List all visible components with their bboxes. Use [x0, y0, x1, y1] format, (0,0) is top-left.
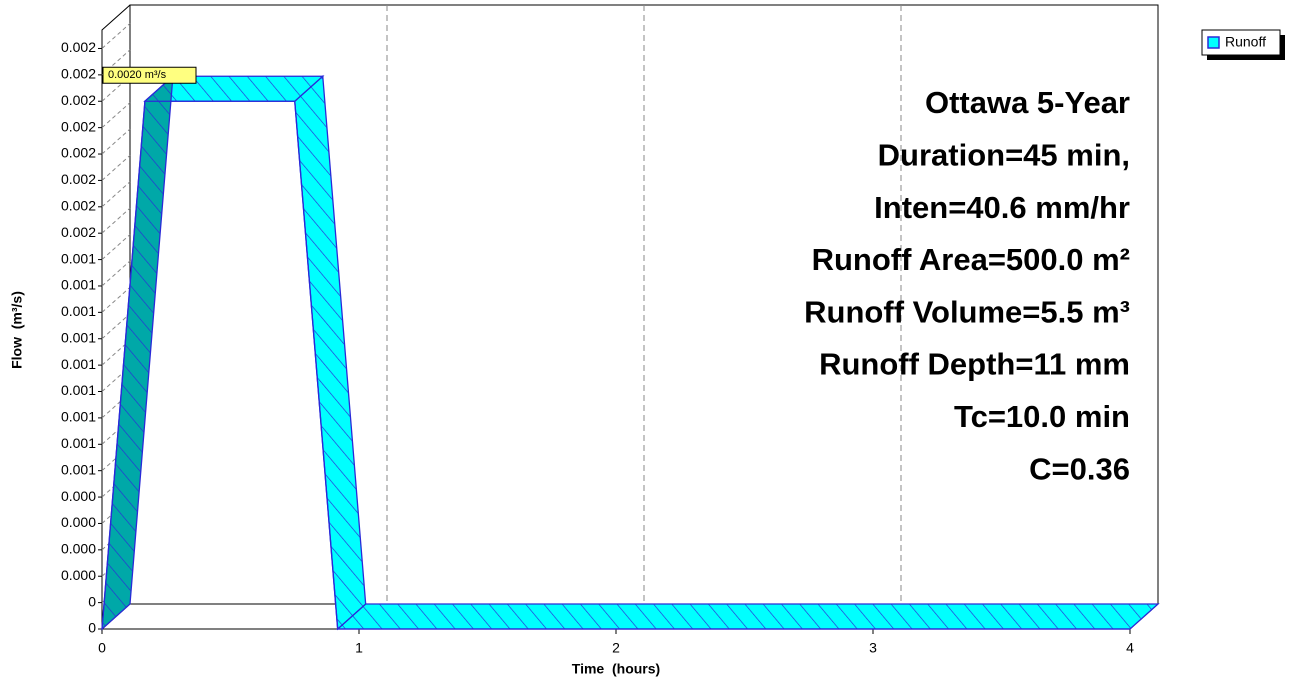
grid-line: [101, 234, 131, 260]
y-tick-label: 0.002: [61, 198, 96, 214]
left-wall: [101, 4, 131, 629]
y-tick-label: 0.002: [61, 118, 96, 134]
series-line: [101, 100, 1130, 630]
ribbon-hatch: [102, 76, 173, 629]
grid-line: [101, 207, 131, 234]
peak-label: 0.0020 m³/s: [102, 66, 197, 84]
y-tick-label: 0.000: [61, 514, 96, 530]
y-tick-label: 0.001: [61, 461, 96, 477]
grid-line: [101, 286, 131, 313]
x-tick-label: 3: [869, 640, 877, 656]
grid-line: [101, 155, 131, 181]
annotation: Ottawa 5-Year: [925, 85, 1130, 120]
y-tick-label: 0.001: [61, 277, 96, 293]
y-tick-label: 0.001: [61, 382, 96, 398]
legend-marker: [1207, 36, 1220, 49]
x-tick-label: 0: [98, 640, 106, 656]
annotation: Duration=45 min,: [878, 137, 1130, 172]
grid-line: [101, 313, 131, 340]
annotation: Runoff Volume=5.5 m³: [804, 294, 1130, 329]
annotation: Runoff Depth=11 mm: [819, 347, 1130, 382]
annotation: C=0.36: [1029, 451, 1130, 486]
peak-label-text: 0.0020 m³/s: [108, 69, 167, 81]
grid-line: [101, 23, 131, 49]
legend-label: Runoff: [1225, 34, 1266, 50]
y-tick-label: 0.002: [61, 171, 96, 187]
grid-line: [101, 181, 131, 208]
y-tick-label: 0.002: [61, 224, 96, 240]
y-tick-label: 0.000: [61, 541, 96, 557]
y-tick-label: 0.001: [61, 250, 96, 266]
ribbon-hatch: [337, 604, 1158, 629]
y-tick-label: 0.001: [61, 329, 96, 345]
ribbon-hatch: [294, 76, 366, 629]
y-axis-label: Flow (m³/s): [9, 291, 25, 369]
y-tick-label: 0.001: [61, 409, 96, 425]
peak-label-box: [102, 66, 197, 84]
y-tick-label: 0.000: [61, 567, 96, 583]
x-tick-label: 4: [1126, 640, 1134, 656]
x-tick-label: 1: [355, 640, 363, 656]
grid-line: [101, 260, 131, 287]
y-tick-label: 0.002: [61, 39, 96, 55]
y-tick-label: 0.001: [61, 435, 96, 451]
annotation: Tc=10.0 min: [954, 399, 1130, 434]
y-tick-label: 0.001: [61, 303, 96, 319]
y-tick-label: 0: [88, 620, 96, 636]
annotation: Runoff Area=500.0 m²: [812, 242, 1130, 277]
y-tick-label: 0.002: [61, 66, 96, 82]
grid-line: [101, 49, 131, 76]
y-tick-label: 0.002: [61, 92, 96, 108]
y-tick-label: 0: [88, 593, 96, 609]
y-tick-label: 0.001: [61, 356, 96, 372]
y-tick-label: 0.002: [61, 145, 96, 161]
grid-line: [101, 102, 131, 129]
grid-line: [101, 128, 131, 155]
y-tick-label: 0.000: [61, 488, 96, 504]
x-tick-label: 2: [612, 640, 620, 656]
annotation: Inten=40.6 mm/hr: [874, 190, 1130, 225]
x-axis-label: Time (hours): [572, 661, 660, 677]
